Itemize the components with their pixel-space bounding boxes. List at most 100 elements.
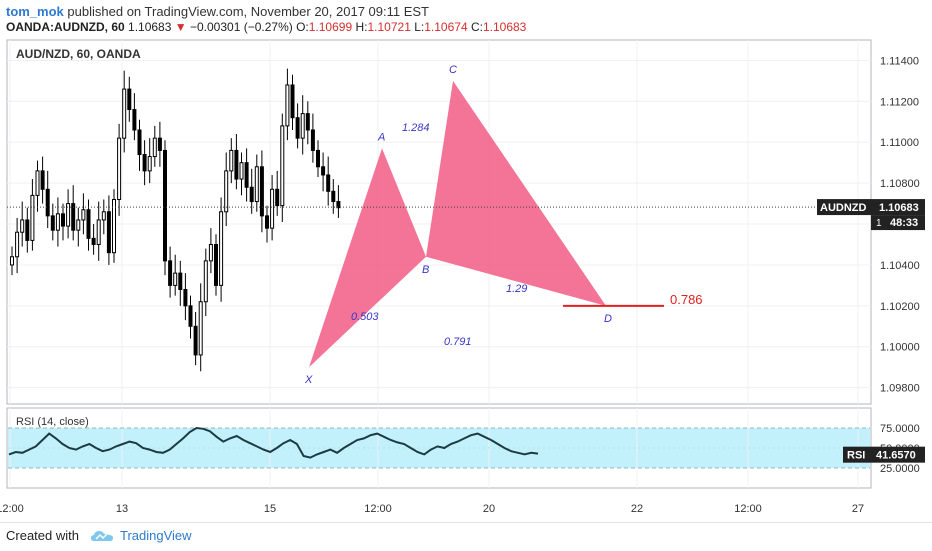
ohlc-open: 1.10699	[308, 20, 353, 34]
candle-body	[310, 129, 315, 151]
chart-canvas[interactable]: AUD/NZD, 60, OANDA 0.786 X A B C D 0.503…	[0, 38, 932, 522]
candle-body	[203, 260, 208, 303]
candle-body	[239, 162, 244, 180]
candle-body	[275, 188, 280, 207]
last-price: 1.10683	[128, 20, 172, 34]
pattern-triangle-xab	[309, 148, 426, 368]
candle-body	[55, 213, 60, 231]
candle-body	[66, 203, 71, 227]
candle-body	[229, 149, 234, 172]
candle-body	[15, 231, 20, 258]
main-pane-label: AUD/NZD, 60, OANDA	[16, 47, 141, 61]
point-label-d: D	[604, 313, 612, 325]
ratio-label-xab: 0.503	[351, 311, 379, 323]
candle-body	[183, 288, 188, 307]
candle-body	[280, 125, 285, 207]
rsi-tag-value: 41.6570	[876, 450, 916, 462]
created-with-text: Created with	[6, 528, 79, 543]
time-tick-label: 20	[483, 503, 495, 515]
candle-body	[234, 149, 239, 180]
candle-body	[163, 149, 167, 262]
chart-header: tom_mok published on TradingView.com, No…	[0, 0, 932, 38]
candle-body	[142, 154, 147, 172]
candle-body	[173, 272, 178, 286]
candle-body	[35, 170, 40, 196]
price-tick-label: 1.10800	[880, 178, 920, 190]
candle-body	[122, 88, 127, 139]
candles	[10, 68, 341, 372]
price-tag-value: 1.10683	[879, 202, 919, 214]
candle-body	[219, 211, 224, 286]
candle-body	[224, 170, 229, 213]
rsi-tick-label: 75.0000	[880, 423, 920, 435]
candle-body	[117, 137, 122, 201]
candle-body	[112, 199, 116, 254]
candle-body	[254, 166, 259, 203]
candle-body	[208, 243, 213, 262]
candle-body	[300, 113, 305, 139]
candle-body	[106, 211, 111, 254]
countdown: 48:33	[890, 217, 918, 229]
candle-body	[127, 88, 132, 111]
price-tag-symbol: AUDNZD	[820, 202, 866, 214]
tradingview-link[interactable]: TradingView	[120, 528, 192, 543]
candle-body	[214, 243, 218, 286]
ohlc-low: 1.10674	[424, 20, 468, 34]
time-tick-label: 27	[852, 503, 864, 515]
candle-body	[331, 190, 336, 203]
main-grid	[7, 40, 871, 404]
target-level-label: 0.786	[670, 292, 703, 307]
candle-body	[96, 219, 101, 245]
time-tick-label: 12:00	[734, 503, 762, 515]
candle-body	[295, 117, 300, 139]
price-change: −0.00301 (−0.27%)	[189, 20, 293, 34]
candle-body	[326, 174, 331, 192]
pattern-triangle-bcd	[426, 80, 606, 306]
candle-body	[178, 272, 183, 290]
time-axis[interactable]: 12:00 13 15 12:00 20 22 12:00 27	[0, 503, 864, 515]
candle-body	[198, 301, 203, 356]
point-label-a: A	[377, 131, 385, 143]
price-tick-label: 1.11400	[880, 55, 919, 67]
candle-body	[61, 213, 65, 227]
candle-body	[132, 109, 137, 131]
published-text: published on TradingView.com, November 2…	[67, 4, 429, 19]
point-label-b: B	[422, 264, 429, 276]
rsi-tick-label: 25.0000	[880, 463, 920, 475]
tradingview-cloud-icon	[90, 529, 114, 548]
candle-body	[305, 113, 310, 131]
rsi-line	[8, 426, 539, 459]
ohlc-close-key: C:	[470, 20, 483, 34]
candle-body	[152, 137, 157, 158]
candle-body	[168, 260, 173, 286]
rsi-grid	[8, 408, 870, 488]
candle-body	[81, 209, 86, 221]
price-tick-label: 1.11000	[880, 137, 919, 149]
candle-body	[270, 188, 275, 229]
candle-body	[259, 166, 264, 217]
candle-body	[265, 215, 269, 229]
point-label-c: C	[449, 64, 457, 76]
ohlc-high-key: H:	[355, 20, 368, 34]
candle-body	[321, 166, 326, 176]
candle-body	[71, 203, 76, 231]
footer: Created with TradingView	[0, 522, 932, 551]
candle-body	[30, 194, 35, 241]
down-arrow-icon: ▼	[174, 20, 187, 34]
countdown-tag: 1 48:33	[871, 215, 925, 231]
publish-info: tom_mok published on TradingView.com, No…	[6, 4, 429, 19]
candle-body	[10, 256, 14, 266]
rsi-value-tag: RSI 41.6570	[843, 446, 925, 463]
ohlc-low-key: L:	[414, 20, 425, 34]
candle-body	[20, 219, 25, 233]
candle-body	[91, 237, 96, 245]
candle-body	[188, 305, 193, 327]
candle-body	[25, 219, 30, 241]
price-tick-label: 1.10400	[880, 260, 920, 272]
candle-body	[86, 209, 91, 239]
ratio-label-abc: 1.284	[402, 122, 430, 134]
candle-body	[290, 84, 295, 119]
ohlc-close: 1.10683	[482, 20, 527, 34]
author-link[interactable]: tom_mok	[6, 4, 64, 19]
price-tick-label: 1.11200	[880, 96, 919, 108]
